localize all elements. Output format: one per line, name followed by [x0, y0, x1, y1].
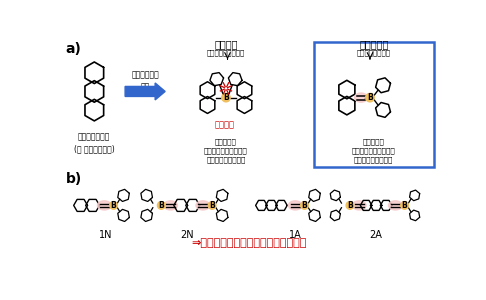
Circle shape	[346, 202, 354, 209]
Text: 立体反発: 立体反発	[214, 121, 234, 130]
Text: ジメシチルボリル基: ジメシチルボリル基	[207, 49, 245, 56]
Text: B: B	[402, 201, 407, 210]
Circle shape	[157, 202, 165, 209]
Polygon shape	[330, 210, 340, 221]
Text: B: B	[367, 93, 373, 102]
Polygon shape	[237, 82, 252, 99]
Text: ＜従来＞: ＜従来＞	[214, 39, 238, 49]
Text: b): b)	[66, 172, 82, 186]
Polygon shape	[360, 200, 372, 210]
Ellipse shape	[388, 201, 402, 210]
Text: B: B	[347, 201, 353, 210]
Polygon shape	[118, 189, 129, 202]
Polygon shape	[256, 200, 267, 210]
Polygon shape	[370, 200, 382, 210]
Circle shape	[110, 202, 118, 209]
Ellipse shape	[352, 201, 366, 210]
Polygon shape	[228, 73, 242, 85]
Polygon shape	[186, 200, 200, 211]
Polygon shape	[330, 190, 340, 201]
Ellipse shape	[288, 201, 302, 210]
Text: ＜本研究＞: ＜本研究＞	[359, 39, 388, 49]
Polygon shape	[210, 73, 224, 85]
Polygon shape	[174, 200, 188, 211]
Text: B: B	[302, 201, 307, 210]
Polygon shape	[216, 189, 228, 202]
Polygon shape	[339, 80, 355, 99]
Text: a): a)	[66, 42, 82, 56]
Polygon shape	[85, 99, 104, 121]
Text: B: B	[111, 201, 117, 210]
Text: 2N: 2N	[180, 230, 193, 240]
Polygon shape	[74, 200, 87, 211]
Polygon shape	[376, 103, 390, 117]
Ellipse shape	[164, 201, 177, 210]
Text: エチンジイル架橋: エチンジイル架橋	[357, 49, 391, 56]
Polygon shape	[376, 78, 390, 93]
Polygon shape	[200, 82, 215, 99]
Polygon shape	[276, 200, 287, 210]
Text: 捻じれ小：
炭素骨格とホウ素原子
の相互作用が大きい: 捻じれ小： 炭素骨格とホウ素原子 の相互作用が大きい	[352, 138, 396, 163]
Circle shape	[208, 202, 216, 209]
Polygon shape	[141, 209, 153, 221]
Polygon shape	[85, 62, 104, 83]
Polygon shape	[410, 210, 420, 221]
FancyArrow shape	[125, 83, 165, 100]
Text: B: B	[209, 201, 215, 210]
Text: ホウ素置換基
導入: ホウ素置換基 導入	[131, 70, 159, 92]
Circle shape	[366, 93, 374, 102]
Polygon shape	[237, 97, 252, 113]
Polygon shape	[86, 200, 100, 211]
Circle shape	[222, 93, 230, 102]
Text: ⇒高い電子受容性と強い蛍光性を示す: ⇒高い電子受容性と強い蛍光性を示す	[191, 238, 307, 248]
Polygon shape	[309, 209, 320, 221]
Text: 2A: 2A	[370, 230, 382, 240]
FancyBboxPatch shape	[314, 42, 434, 167]
Text: 1A: 1A	[289, 230, 302, 240]
Circle shape	[401, 202, 408, 209]
Polygon shape	[266, 200, 277, 210]
Text: 捻じれ大：
炭素骨格とホウ素原子
の相互作用が小さい: 捻じれ大： 炭素骨格とホウ素原子 の相互作用が小さい	[204, 138, 248, 163]
Text: B: B	[223, 93, 229, 102]
Polygon shape	[381, 200, 392, 210]
Polygon shape	[216, 209, 228, 221]
Ellipse shape	[196, 201, 210, 210]
Circle shape	[301, 202, 308, 209]
Text: B: B	[158, 201, 164, 210]
Polygon shape	[85, 81, 104, 102]
Ellipse shape	[355, 93, 367, 102]
Polygon shape	[200, 97, 215, 113]
Polygon shape	[118, 209, 129, 221]
Ellipse shape	[97, 201, 111, 210]
Text: 平面状炭素骨格
(例 アントラセン): 平面状炭素骨格 (例 アントラセン)	[74, 132, 115, 153]
Polygon shape	[339, 96, 355, 115]
Polygon shape	[141, 189, 153, 202]
Text: 1N: 1N	[99, 230, 113, 240]
Polygon shape	[410, 190, 420, 201]
Polygon shape	[309, 189, 320, 202]
